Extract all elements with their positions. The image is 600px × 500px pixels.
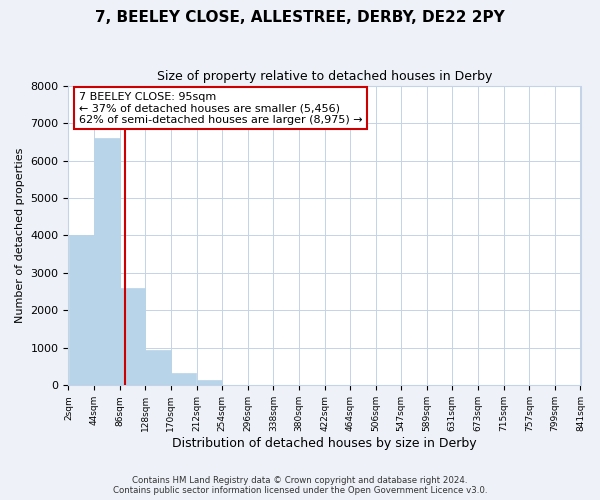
Bar xyxy=(120,288,145,386)
Bar xyxy=(68,236,94,386)
Bar xyxy=(171,374,196,386)
Bar xyxy=(145,350,171,386)
Bar xyxy=(94,138,119,386)
X-axis label: Distribution of detached houses by size in Derby: Distribution of detached houses by size … xyxy=(172,437,477,450)
Text: Contains HM Land Registry data © Crown copyright and database right 2024.
Contai: Contains HM Land Registry data © Crown c… xyxy=(113,476,487,495)
Text: 7 BEELEY CLOSE: 95sqm
← 37% of detached houses are smaller (5,456)
62% of semi-d: 7 BEELEY CLOSE: 95sqm ← 37% of detached … xyxy=(79,92,362,125)
Text: 7, BEELEY CLOSE, ALLESTREE, DERBY, DE22 2PY: 7, BEELEY CLOSE, ALLESTREE, DERBY, DE22 … xyxy=(95,10,505,25)
Bar xyxy=(197,380,222,386)
Y-axis label: Number of detached properties: Number of detached properties xyxy=(15,148,25,323)
Title: Size of property relative to detached houses in Derby: Size of property relative to detached ho… xyxy=(157,70,492,83)
